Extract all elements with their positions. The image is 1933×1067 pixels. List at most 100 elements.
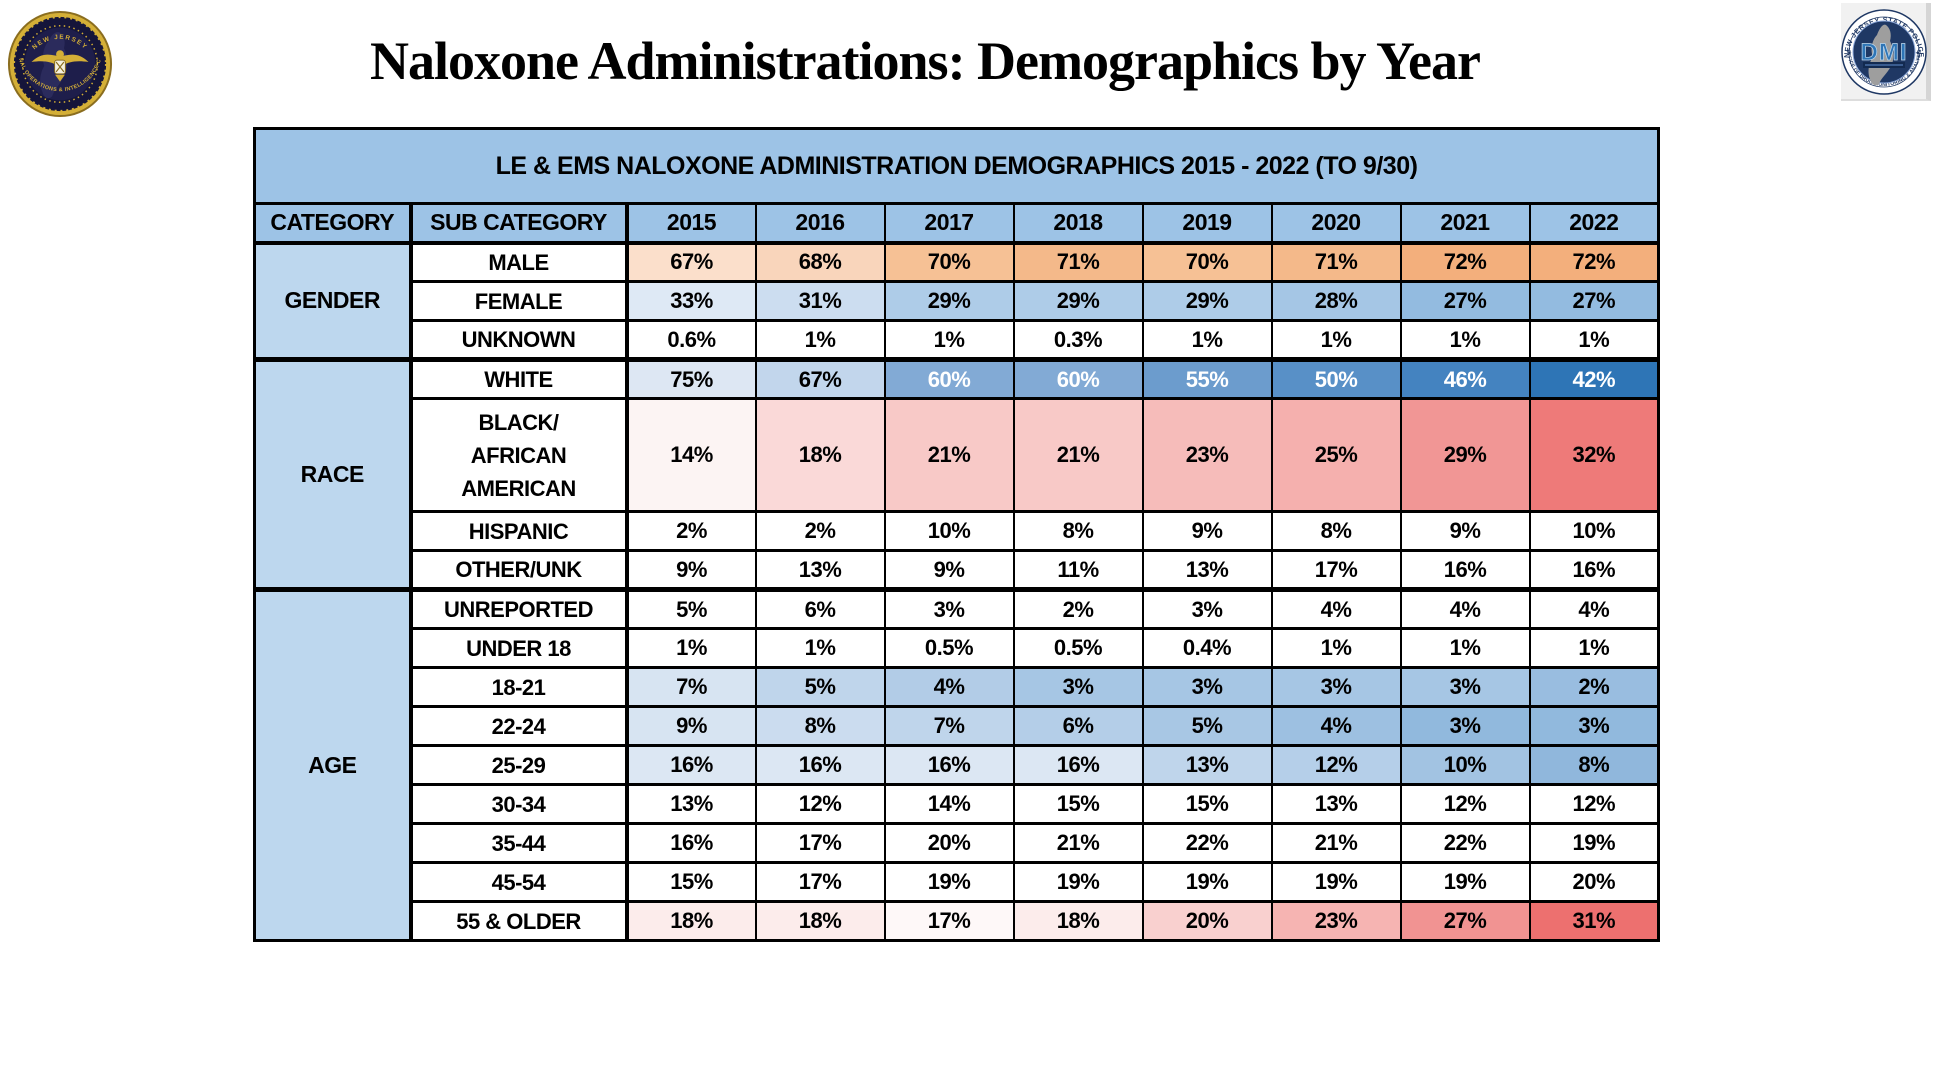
value-cell: 21%: [1012, 397, 1144, 513]
table-row: GENDER MALE 67% 68% 70% 71% 70% 71% 72% 72%: [253, 241, 1660, 361]
subcategory-cell: 55 & OLDER: [408, 900, 629, 942]
value-cell: 29%: [883, 280, 1015, 322]
subcategory-cell: OTHER/UNK: [408, 549, 629, 591]
value-cell: 0.5%: [1012, 627, 1144, 669]
column-header-year: 2015: [625, 202, 757, 245]
value-cell: 21%: [883, 397, 1015, 513]
table-row: AGE UNREPORTED 5% 6% 3% 2% 3% 4% 4% 4%: [253, 587, 1660, 942]
value-cell: 67%: [625, 241, 757, 283]
value-cell: 5%: [625, 587, 757, 630]
table-row: 55 & OLDER 18% 18% 17% 18% 20% 23% 27% 31%: [255, 900, 1660, 942]
njroic-seal-icon: NEW JERSEY REGIONAL OPERATIONS & INTELLI…: [4, 5, 113, 118]
table-row: BLACK/ AFRICAN AMERICAN 14% 18% 21% 21% 23% 25…: [255, 397, 1660, 513]
value-cell: 10%: [1528, 510, 1660, 552]
value-cell: 71%: [1270, 241, 1402, 283]
value-cell: 3%: [1270, 666, 1402, 708]
value-cell: 42%: [1528, 357, 1660, 400]
value-cell: 1%: [1270, 319, 1402, 361]
table-row: 18-21 7% 5% 4% 3% 3% 3% 3% 2%: [255, 666, 1660, 708]
value-cell: 4%: [1528, 587, 1660, 630]
value-cell: 70%: [883, 241, 1015, 283]
column-header-year: 2018: [1012, 202, 1144, 245]
value-cell: 14%: [883, 783, 1015, 825]
subcategory-cell: 22-24: [408, 705, 629, 747]
value-cell: 1%: [754, 319, 886, 361]
column-header-year: 2020: [1270, 202, 1402, 245]
table-title-row: LE & EMS NALOXONE ADMINISTRATION DEMOGRA…: [253, 127, 1660, 205]
value-cell: 1%: [1270, 627, 1402, 669]
value-cell: 27%: [1399, 280, 1531, 322]
value-cell: 1%: [1141, 319, 1273, 361]
value-cell: 16%: [1399, 549, 1531, 591]
value-cell: 0.4%: [1141, 627, 1273, 669]
value-cell: 15%: [1012, 783, 1144, 825]
value-cell: 68%: [754, 241, 886, 283]
value-cell: 1%: [1399, 627, 1531, 669]
value-cell: 16%: [883, 744, 1015, 786]
value-cell: 20%: [1528, 861, 1660, 903]
value-cell: 19%: [1270, 861, 1402, 903]
value-cell: 17%: [754, 861, 886, 903]
value-cell: 19%: [1012, 861, 1144, 903]
value-cell: 18%: [754, 397, 886, 513]
column-header-year: 2022: [1528, 202, 1660, 245]
value-cell: 22%: [1399, 822, 1531, 864]
value-cell: 7%: [883, 705, 1015, 747]
table-row: RACE WHITE 75% 67% 60% 60% 55% 50% 46% 42%: [253, 357, 1660, 591]
subcategory-cell: UNKNOWN: [408, 319, 629, 361]
value-cell: 23%: [1270, 900, 1402, 942]
value-cell: 19%: [1528, 822, 1660, 864]
column-header-year: 2021: [1399, 202, 1531, 245]
value-cell: 27%: [1399, 900, 1531, 942]
value-cell: 16%: [1012, 744, 1144, 786]
value-cell: 67%: [754, 357, 886, 400]
table-row: FEMALE 33% 31% 29% 29% 29% 28% 27% 27%: [255, 280, 1660, 322]
value-cell: 9%: [883, 549, 1015, 591]
value-cell: 2%: [754, 510, 886, 552]
value-cell: 5%: [1141, 705, 1273, 747]
value-cell: 23%: [1141, 397, 1273, 513]
value-cell: 55%: [1141, 357, 1273, 400]
value-cell: 7%: [625, 666, 757, 708]
dmi-seal-icon: NEW JERSEY STATE POLICE OFFICE OF DRUG M…: [1841, 9, 1927, 95]
dmi-seal-logo: NEW JERSEY STATE POLICE OFFICE OF DRUG M…: [1841, 3, 1931, 101]
value-cell: 10%: [1399, 744, 1531, 786]
column-header-category: CATEGORY: [253, 202, 413, 245]
value-cell: 3%: [1141, 666, 1273, 708]
value-cell: 19%: [1399, 861, 1531, 903]
table-row: 45-54 15% 17% 19% 19% 19% 19% 19% 20%: [255, 861, 1660, 903]
column-header-subcategory: SUB CATEGORY: [408, 202, 629, 245]
value-cell: 4%: [1270, 587, 1402, 630]
table-header-row: CATEGORY SUB CATEGORY 2015 2016 2017 201…: [253, 202, 1660, 245]
table-body: GENDER MALE 67% 68% 70% 71% 70% 71% 72% 72% FEMALE…: [253, 241, 1660, 942]
subcategory-cell: UNREPORTED: [408, 587, 629, 630]
value-cell: 12%: [1399, 783, 1531, 825]
value-cell: 10%: [883, 510, 1015, 552]
value-cell: 12%: [1528, 783, 1660, 825]
value-cell: 1%: [1528, 319, 1660, 361]
value-cell: 22%: [1141, 822, 1273, 864]
value-cell: 72%: [1528, 241, 1660, 283]
value-cell: 8%: [1270, 510, 1402, 552]
value-cell: 18%: [625, 900, 757, 942]
value-cell: 28%: [1270, 280, 1402, 322]
value-cell: 75%: [625, 357, 757, 400]
value-cell: 31%: [754, 280, 886, 322]
value-cell: 29%: [1399, 397, 1531, 513]
column-header-year: 2016: [754, 202, 886, 245]
value-cell: 1%: [883, 319, 1015, 361]
table-row: UNKNOWN 0.6% 1% 1% 0.3% 1% 1% 1% 1%: [255, 319, 1660, 361]
value-cell: 15%: [625, 861, 757, 903]
value-cell: 21%: [1012, 822, 1144, 864]
value-cell: 32%: [1528, 397, 1660, 513]
value-cell: 9%: [625, 705, 757, 747]
value-cell: 3%: [1012, 666, 1144, 708]
value-cell: 4%: [883, 666, 1015, 708]
value-cell: 31%: [1528, 900, 1660, 942]
svg-text:DMI: DMI: [1861, 39, 1908, 66]
value-cell: 13%: [1270, 783, 1402, 825]
table-row: 25-29 16% 16% 16% 16% 13% 12% 10% 8%: [255, 744, 1660, 786]
value-cell: 2%: [1528, 666, 1660, 708]
value-cell: 2%: [1012, 587, 1144, 630]
